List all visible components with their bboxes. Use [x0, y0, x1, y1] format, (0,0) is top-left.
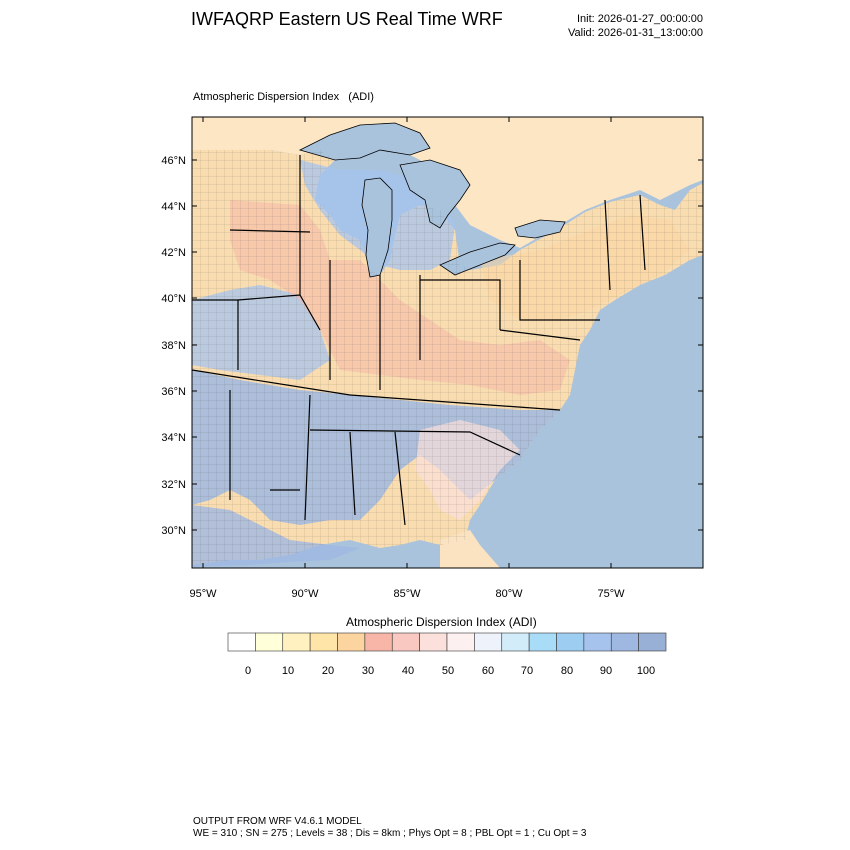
colorbar-box — [309, 632, 338, 652]
legend-title: Atmospheric Dispersion Index (ADI) — [346, 615, 537, 629]
lat-label: 38°N — [161, 340, 186, 352]
valid-time: Valid: 2026-01-31_13:00:00 — [568, 27, 703, 39]
lon-label: 75°W — [597, 588, 625, 600]
lat-label: 32°N — [161, 479, 186, 491]
colorbar-box — [282, 632, 311, 652]
colorbar-label: 60 — [482, 665, 494, 677]
colorbar-box — [610, 632, 639, 652]
lon-label: 80°W — [495, 588, 523, 600]
longitude-axis: 95°W 90°W 85°W 80°W 75°W — [189, 117, 625, 600]
colorbar-box — [474, 632, 503, 652]
lat-label: 34°N — [161, 432, 186, 444]
colorbar-label: 0 — [245, 665, 251, 677]
lake-superior — [298, 122, 431, 161]
colorbar: 0 10 20 30 40 50 60 70 80 90 100 — [227, 632, 667, 677]
lat-label: 30°N — [161, 525, 186, 537]
lat-label: 36°N — [161, 386, 186, 398]
colorbar-label: 30 — [362, 665, 374, 677]
colorbar-label: 40 — [402, 665, 414, 677]
footer-config-line: WE = 310 ; SN = 275 ; Levels = 38 ; Dis … — [193, 828, 587, 839]
colorbar-label: 90 — [600, 665, 612, 677]
colorbar-label: 70 — [521, 665, 533, 677]
lat-label: 44°N — [161, 201, 186, 213]
colorbar-box — [364, 632, 393, 652]
colorbar-box — [337, 632, 366, 652]
colorbar-box — [419, 632, 448, 652]
plot-title: Atmospheric Dispersion Index (ADI) — [193, 91, 374, 103]
colorbar-label: 20 — [322, 665, 334, 677]
lon-label: 90°W — [291, 588, 319, 600]
init-time: Init: 2026-01-27_00:00:00 — [577, 13, 703, 25]
lon-label: 85°W — [393, 588, 421, 600]
map-area — [192, 117, 703, 568]
colorbar-label: 10 — [282, 665, 294, 677]
state-boundaries — [192, 155, 646, 526]
lat-label: 46°N — [161, 155, 186, 167]
lat-label: 40°N — [161, 293, 186, 305]
colorbar-box — [255, 632, 284, 652]
colorbar-label: 80 — [561, 665, 573, 677]
county-grid — [192, 150, 703, 565]
latitude-axis: 46°N 44°N 42°N 40°N 38°N 36°N 34°N 32°N 30°N — [161, 155, 703, 537]
colorbar-box — [556, 632, 585, 652]
lake-huron — [399, 159, 471, 229]
colorbar-box — [227, 632, 256, 652]
colorbar-label: 50 — [442, 665, 454, 677]
map-frame — [191, 116, 704, 569]
colorbar-box — [638, 632, 667, 652]
colorbar-box — [583, 632, 612, 652]
lon-label: 95°W — [189, 588, 217, 600]
colorbar-box — [446, 632, 475, 652]
page-title: IWFAQRP Eastern US Real Time WRF — [191, 9, 503, 29]
colorbar-box — [528, 632, 557, 652]
colorbar-box — [391, 632, 420, 652]
colorbar-label: 100 — [637, 665, 655, 677]
lat-label: 42°N — [161, 247, 186, 259]
colorbar-box — [501, 632, 530, 652]
footer-model-line: OUTPUT FROM WRF V4.6.1 MODEL — [193, 816, 362, 827]
